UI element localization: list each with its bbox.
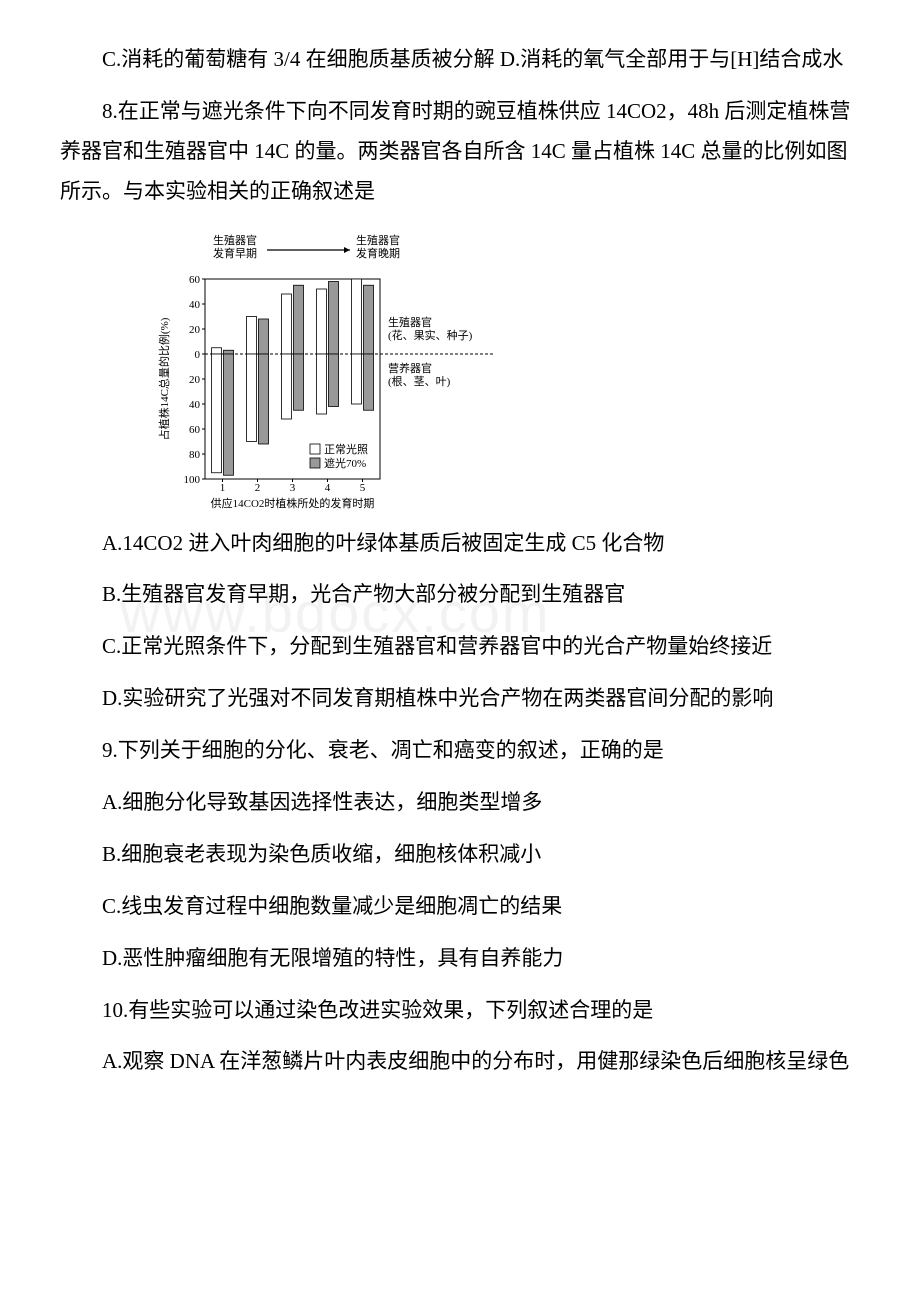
svg-text:生殖器官: 生殖器官 bbox=[356, 233, 400, 247]
q9-option-b: B.细胞衰老表现为染色质收缩，细胞核体积减小 bbox=[60, 835, 860, 875]
svg-text:5: 5 bbox=[360, 482, 366, 494]
q9-stem: 9.下列关于细胞的分化、衰老、凋亡和癌变的叙述，正确的是 bbox=[60, 731, 860, 771]
svg-text:80: 80 bbox=[189, 449, 201, 461]
svg-text:100: 100 bbox=[184, 474, 201, 486]
q8-stem: 8.在正常与遮光条件下向不同发育时期的豌豆植株供应 14CO2，48h 后测定植… bbox=[60, 92, 860, 212]
svg-text:3: 3 bbox=[290, 482, 296, 494]
q9-option-a: A.细胞分化导致基因选择性表达，细胞类型增多 bbox=[60, 783, 860, 823]
svg-text:20: 20 bbox=[189, 324, 201, 336]
svg-text:(花、果实、种子): (花、果实、种子) bbox=[388, 328, 473, 342]
svg-text:正常光照: 正常光照 bbox=[324, 442, 368, 456]
svg-text:40: 40 bbox=[189, 299, 201, 311]
svg-text:生殖器官: 生殖器官 bbox=[213, 233, 257, 247]
svg-text:占植株14C总量的比例(%): 占植株14C总量的比例(%) bbox=[157, 317, 171, 440]
svg-text:20: 20 bbox=[189, 374, 201, 386]
q8-chart: 02040602040608010012345生殖器官发育早期生殖器官发育晚期生… bbox=[150, 224, 860, 514]
svg-text:遮光70%: 遮光70% bbox=[324, 456, 366, 470]
q8-option-c: C.正常光照条件下，分配到生殖器官和营养器官中的光合产物量始终接近 bbox=[60, 627, 860, 667]
svg-text:1: 1 bbox=[220, 482, 226, 494]
svg-text:4: 4 bbox=[325, 482, 331, 494]
svg-text:发育早期: 发育早期 bbox=[213, 246, 257, 260]
q9-option-d: D.恶性肿瘤细胞有无限增殖的特性，具有自养能力 bbox=[60, 939, 860, 979]
svg-text:生殖器官: 生殖器官 bbox=[388, 315, 432, 329]
svg-text:60: 60 bbox=[189, 274, 201, 286]
q8-option-b: B.生殖器官发育早期，光合产物大部分被分配到生殖器官 bbox=[60, 575, 860, 615]
svg-text:供应14CO2时植株所处的发育时期: 供应14CO2时植株所处的发育时期 bbox=[211, 496, 375, 510]
q10-option-a: A.观察 DNA 在洋葱鳞片叶内表皮细胞中的分布时，用健那绿染色后细胞核呈绿色 bbox=[60, 1042, 860, 1082]
svg-text:60: 60 bbox=[189, 424, 201, 436]
svg-text:0: 0 bbox=[195, 349, 201, 361]
chart-svg: 02040602040608010012345生殖器官发育早期生殖器官发育晚期生… bbox=[150, 224, 530, 514]
q8-option-a: A.14CO2 进入叶肉细胞的叶绿体基质后被固定生成 C5 化合物 bbox=[60, 524, 860, 564]
svg-text:发育晚期: 发育晚期 bbox=[356, 246, 400, 260]
q7-options-cd: C.消耗的葡萄糖有 3/4 在细胞质基质被分解 D.消耗的氧气全部用于与[H]结… bbox=[60, 40, 860, 80]
svg-text:2: 2 bbox=[255, 482, 261, 494]
q9-option-c: C.线虫发育过程中细胞数量减少是细胞凋亡的结果 bbox=[60, 887, 860, 927]
svg-text:营养器官: 营养器官 bbox=[388, 361, 432, 375]
svg-text:40: 40 bbox=[189, 399, 201, 411]
q8-option-d: D.实验研究了光强对不同发育期植株中光合产物在两类器官间分配的影响 bbox=[60, 679, 860, 719]
q10-stem: 10.有些实验可以通过染色改进实验效果，下列叙述合理的是 bbox=[60, 991, 860, 1031]
svg-text:(根、茎、叶): (根、茎、叶) bbox=[388, 374, 451, 388]
